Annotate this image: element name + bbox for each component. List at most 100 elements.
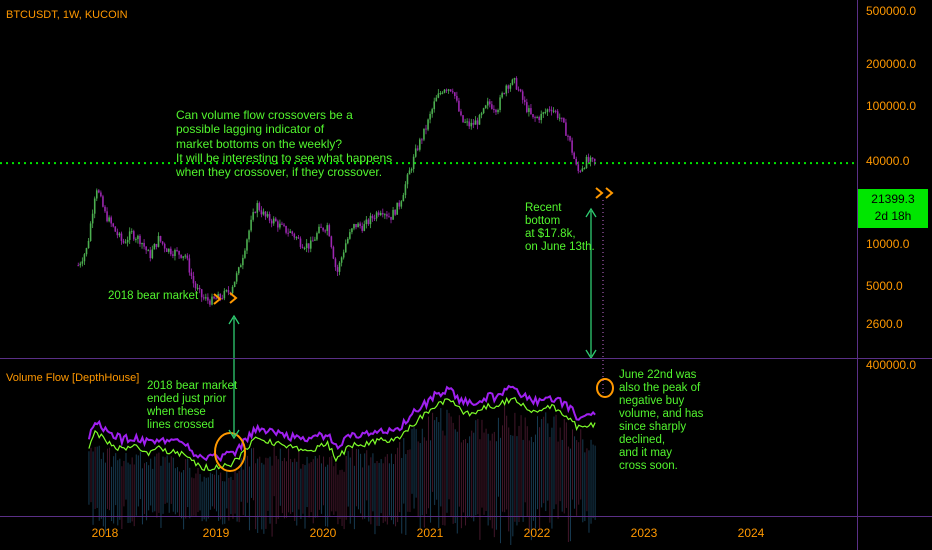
candle-body bbox=[223, 290, 226, 299]
candle-body bbox=[375, 212, 378, 219]
volume-bar bbox=[401, 457, 403, 534]
candle-body bbox=[112, 223, 115, 227]
volume-bar bbox=[347, 451, 349, 507]
volume-bar bbox=[339, 470, 341, 519]
candle-body bbox=[421, 139, 423, 141]
volume-bar bbox=[549, 437, 551, 523]
price-tick: 500000.0 bbox=[866, 4, 917, 18]
volume-bar bbox=[104, 462, 106, 534]
volume-bar bbox=[228, 477, 230, 521]
volume-bar bbox=[281, 461, 283, 514]
candle-body bbox=[546, 109, 549, 113]
volume-bar bbox=[487, 433, 489, 526]
candle-body bbox=[359, 223, 361, 226]
candle-body bbox=[100, 192, 102, 197]
candle-body bbox=[215, 298, 217, 300]
candle-body bbox=[363, 224, 366, 231]
volume-bar bbox=[409, 449, 411, 512]
volume-bar bbox=[456, 431, 458, 534]
sell-flow-line bbox=[87, 384, 596, 463]
volume-bar bbox=[590, 439, 592, 524]
volume-bar bbox=[444, 435, 446, 526]
volume-bar bbox=[251, 448, 253, 498]
candle-body bbox=[231, 286, 234, 294]
volume-bar bbox=[279, 448, 281, 506]
candle-body bbox=[227, 290, 230, 293]
candle-body bbox=[194, 283, 197, 289]
volume-bar bbox=[304, 465, 306, 529]
candle-body bbox=[172, 254, 174, 257]
candle-body bbox=[279, 223, 281, 228]
volume-bar bbox=[530, 436, 532, 541]
volume-bar bbox=[388, 463, 390, 516]
candle-body bbox=[499, 97, 501, 110]
volume-bar bbox=[567, 446, 569, 543]
indicator-title[interactable]: Volume Flow [DepthHouse] bbox=[6, 372, 140, 384]
volume-bar bbox=[572, 429, 574, 500]
candle-body bbox=[515, 78, 518, 90]
candle-body bbox=[211, 296, 213, 305]
candle-body bbox=[431, 109, 433, 114]
candle-body bbox=[410, 168, 413, 171]
candle-body bbox=[87, 240, 90, 249]
volume-bar bbox=[345, 455, 347, 520]
candle-body bbox=[532, 114, 534, 118]
volume-bar bbox=[362, 467, 364, 520]
candle-body bbox=[246, 239, 248, 251]
volume-bar bbox=[425, 440, 427, 514]
candle-body bbox=[513, 78, 516, 80]
volume-bar bbox=[349, 457, 351, 524]
candle-body bbox=[353, 224, 355, 229]
volume-bar bbox=[333, 466, 335, 515]
volume-bar bbox=[502, 425, 504, 512]
candle-body bbox=[486, 101, 489, 106]
volume-bar bbox=[329, 457, 331, 517]
volume-bar bbox=[308, 463, 310, 518]
volume-bar bbox=[390, 453, 392, 521]
volume-bar bbox=[123, 460, 125, 507]
time-tick: 2022 bbox=[523, 526, 551, 540]
candle-body bbox=[392, 209, 394, 220]
annotation-bear-market: 2018 bear market bbox=[108, 290, 199, 302]
volume-bar bbox=[195, 473, 197, 517]
candle-body bbox=[186, 255, 189, 259]
volume-bar bbox=[137, 455, 139, 507]
candle-body bbox=[303, 247, 306, 249]
candle-body bbox=[316, 233, 318, 240]
candle-body bbox=[519, 89, 522, 92]
volume-bar bbox=[131, 457, 133, 522]
volume-bar bbox=[432, 412, 434, 492]
volume-bar bbox=[343, 471, 345, 530]
volume-bar bbox=[300, 468, 302, 519]
time-tick: 2019 bbox=[202, 526, 230, 540]
volume-bar bbox=[255, 463, 257, 530]
volume-bar bbox=[520, 415, 522, 517]
volume-bar bbox=[166, 455, 168, 503]
volume-bar bbox=[481, 419, 483, 508]
candle-body bbox=[248, 230, 250, 240]
candle-body bbox=[503, 93, 505, 95]
volume-bar bbox=[314, 456, 316, 518]
volume-bar bbox=[539, 427, 541, 530]
candle-body bbox=[505, 85, 508, 94]
candle-body bbox=[523, 99, 526, 103]
time-tick: 2021 bbox=[416, 526, 444, 540]
volume-bar bbox=[203, 476, 205, 520]
volume-bar bbox=[465, 439, 467, 526]
volume-bar bbox=[164, 457, 166, 504]
volume-bar bbox=[267, 458, 269, 511]
volume-bar bbox=[471, 430, 473, 518]
volume-bar bbox=[366, 450, 368, 501]
candle-body bbox=[528, 108, 530, 112]
candle-body bbox=[330, 236, 333, 248]
bottom-marker-2022 bbox=[595, 187, 614, 199]
candle-body bbox=[110, 217, 112, 224]
volume-bar bbox=[178, 471, 180, 517]
volume-bar bbox=[483, 432, 485, 515]
volume-bar bbox=[156, 453, 158, 518]
symbol-title[interactable]: BTCUSDT, 1W, KUCOIN bbox=[6, 9, 128, 21]
candle-body bbox=[202, 297, 205, 299]
volume-bar bbox=[440, 408, 442, 507]
volume-bar bbox=[353, 465, 355, 530]
